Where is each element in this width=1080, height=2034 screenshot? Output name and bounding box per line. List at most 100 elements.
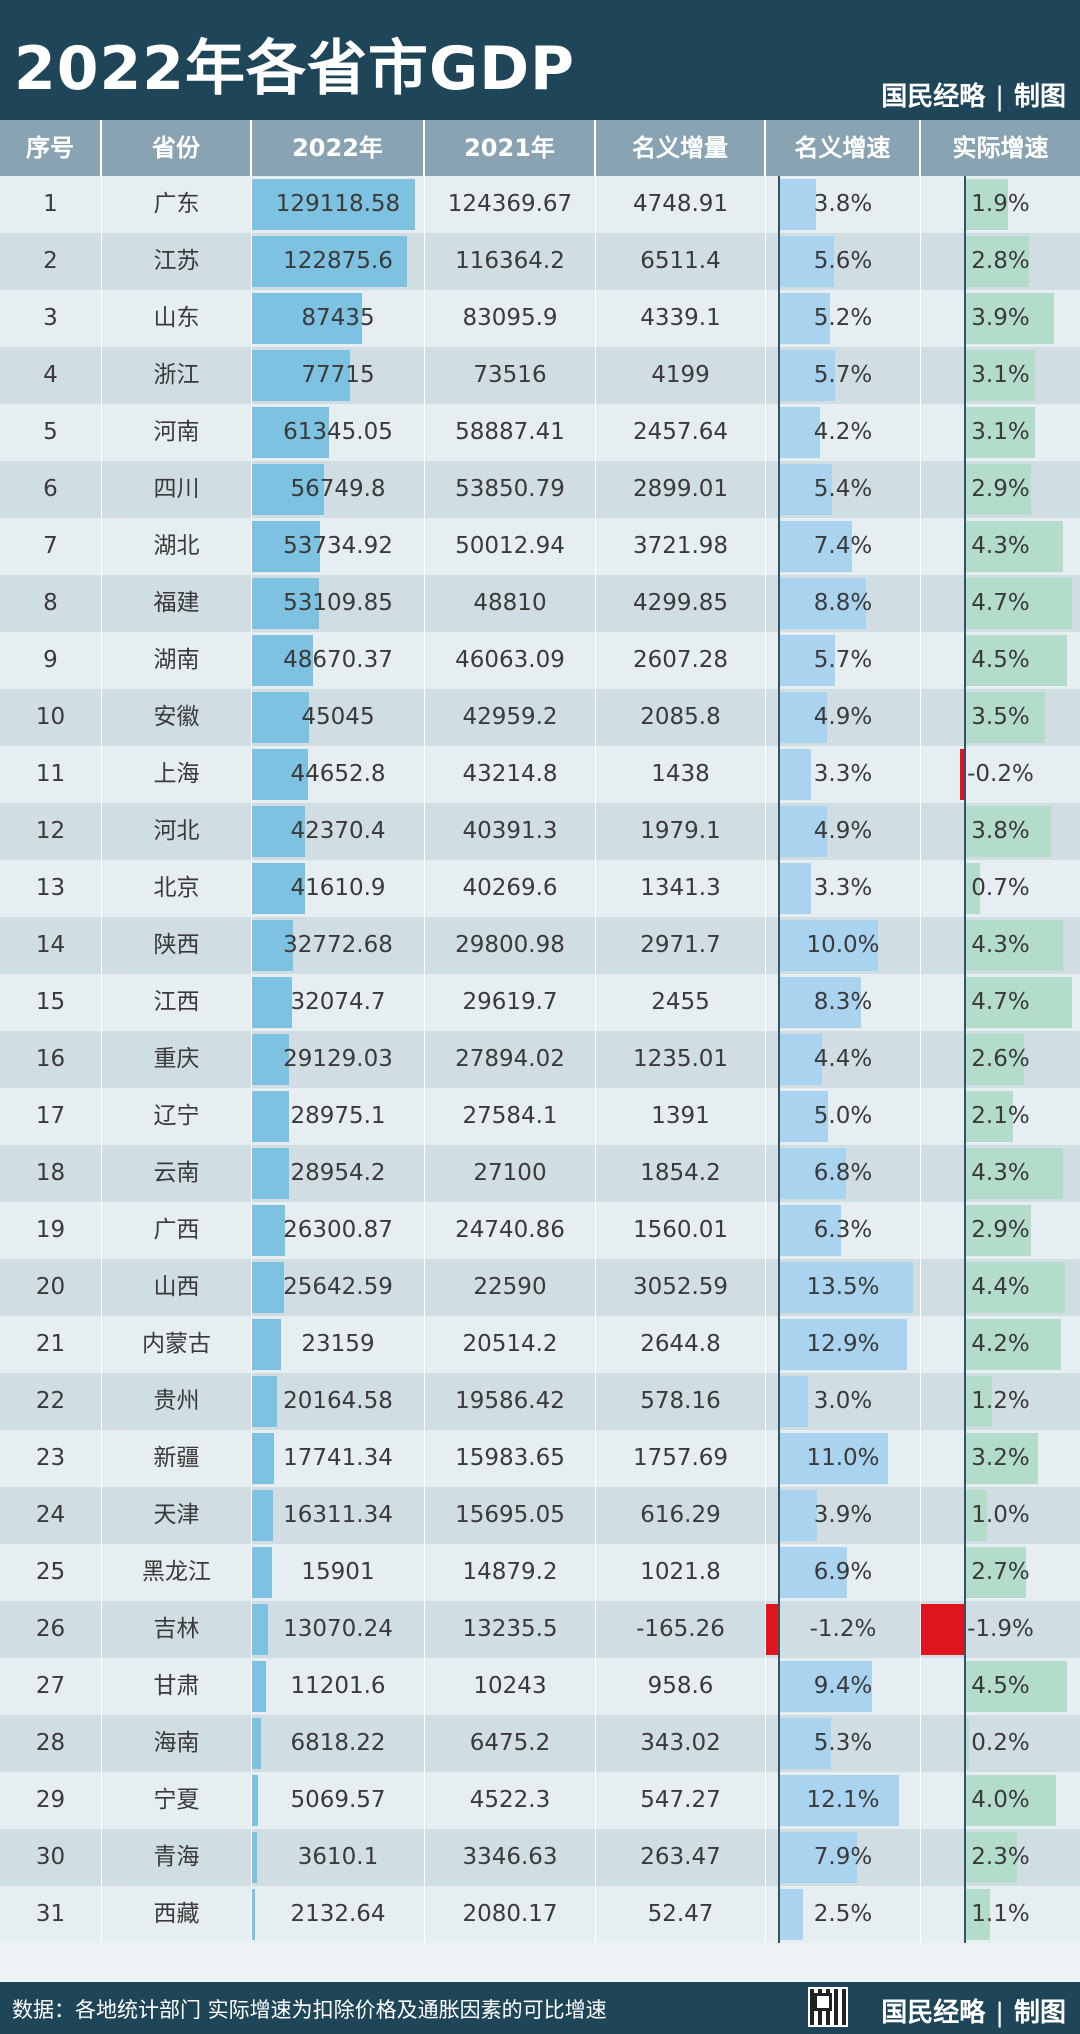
cell-gdp-2021: 58887.41 bbox=[425, 404, 596, 461]
cell-text: 29129.03 bbox=[283, 1046, 393, 1072]
nominal-growth-bar bbox=[778, 521, 852, 572]
zero-axis-line bbox=[778, 1316, 780, 1373]
cell-text: 贵州 bbox=[153, 1388, 200, 1414]
cell-text: 2.9% bbox=[971, 476, 1030, 502]
cell-nominal-growth: 8.3% bbox=[766, 974, 921, 1031]
cell-gdp-2022: 53109.85 bbox=[252, 575, 425, 632]
cell-text: -0.2% bbox=[967, 761, 1034, 787]
cell-text: 2.8% bbox=[971, 248, 1030, 274]
nominal-growth-bar bbox=[778, 1376, 808, 1427]
cell-text: 14879.2 bbox=[462, 1559, 558, 1585]
cell-text: 2455 bbox=[651, 989, 710, 1015]
cell-text: 19586.42 bbox=[455, 1388, 565, 1414]
cell-text: 3.2% bbox=[971, 1445, 1030, 1471]
cell-nominal-increase: 3721.98 bbox=[596, 518, 766, 575]
cell-gdp-2021: 4522.3 bbox=[425, 1772, 596, 1829]
cell-text: 29 bbox=[35, 1787, 66, 1813]
cell-text: 上海 bbox=[153, 761, 200, 787]
cell-nominal-growth: 5.4% bbox=[766, 461, 921, 518]
cell-gdp-2022: 61345.05 bbox=[252, 404, 425, 461]
cell-text: 3.8% bbox=[971, 818, 1030, 844]
zero-axis-line bbox=[778, 290, 780, 347]
cell-text: 77715 bbox=[301, 362, 375, 388]
cell-text: 42370.4 bbox=[290, 818, 386, 844]
cell-text: 2.9% bbox=[971, 1217, 1030, 1243]
zero-axis-line bbox=[964, 1202, 967, 1259]
cell-rank: 12 bbox=[0, 803, 102, 860]
nominal-growth-bar bbox=[778, 1433, 888, 1484]
nominal-growth-bar bbox=[778, 920, 878, 971]
cell-text: 46063.09 bbox=[455, 647, 565, 673]
table-row: 16 重庆 29129.03 27894.02 1235.01 4.4% 2.6% bbox=[0, 1031, 1080, 1088]
cell-rank: 31 bbox=[0, 1886, 102, 1943]
cell-text: 5.4% bbox=[813, 476, 873, 502]
table-row: 20 山西 25642.59 22590 3052.59 13.5% 4.4% bbox=[0, 1259, 1080, 1316]
cell-text: -1.9% bbox=[967, 1616, 1034, 1642]
cell-text: 1021.8 bbox=[640, 1559, 721, 1585]
cell-gdp-2021: 50012.94 bbox=[425, 518, 596, 575]
table-row: 29 宁夏 5069.57 4522.3 547.27 12.1% 4.0% bbox=[0, 1772, 1080, 1829]
zero-axis-line bbox=[964, 1544, 967, 1601]
real-growth-bar bbox=[964, 1547, 1027, 1598]
cell-nominal-increase: 2899.01 bbox=[596, 461, 766, 518]
gdp-bar bbox=[252, 635, 314, 686]
gdp-bar bbox=[252, 293, 363, 344]
cell-province: 福建 bbox=[102, 575, 252, 632]
cell-text: 6.9% bbox=[813, 1559, 873, 1585]
cell-province: 吉林 bbox=[102, 1601, 252, 1658]
cell-text: 4748.91 bbox=[632, 191, 729, 217]
zero-axis-line bbox=[778, 1202, 780, 1259]
zero-axis-line bbox=[778, 1886, 780, 1943]
cell-real-growth: 2.9% bbox=[921, 1202, 1080, 1259]
cell-text: 29619.7 bbox=[462, 989, 558, 1015]
cell-nominal-growth: 9.4% bbox=[766, 1658, 921, 1715]
cell-rank: 2 bbox=[0, 233, 102, 290]
cell-text: 13235.5 bbox=[462, 1616, 558, 1642]
cell-nominal-growth: 4.9% bbox=[766, 803, 921, 860]
cell-text: 青海 bbox=[153, 1844, 200, 1870]
cell-gdp-2022: 122875.6 bbox=[252, 233, 425, 290]
cell-text: 19 bbox=[35, 1217, 66, 1243]
cell-text: 15983.65 bbox=[455, 1445, 565, 1471]
gdp-bar bbox=[252, 863, 305, 914]
cell-rank: 10 bbox=[0, 689, 102, 746]
cell-text: 4.5% bbox=[971, 1673, 1030, 1699]
gdp-bar bbox=[252, 236, 408, 287]
cell-gdp-2021: 10243 bbox=[425, 1658, 596, 1715]
cell-text: 25 bbox=[35, 1559, 66, 1585]
cell-text: 53850.79 bbox=[455, 476, 565, 502]
cell-gdp-2021: 43214.8 bbox=[425, 746, 596, 803]
column-header-gdp-2022: 2022年 bbox=[252, 120, 425, 176]
cell-gdp-2021: 124369.67 bbox=[425, 176, 596, 233]
gdp-bar bbox=[252, 350, 351, 401]
cell-text: 6475.2 bbox=[469, 1730, 551, 1756]
table-row: 3 山东 87435 83095.9 4339.1 5.2% 3.9% bbox=[0, 290, 1080, 347]
footer-brand-separator: | bbox=[995, 1998, 1004, 2028]
cell-text: 6511.4 bbox=[640, 248, 721, 274]
cell-text: 13070.24 bbox=[283, 1616, 393, 1642]
cell-gdp-2022: 44652.8 bbox=[252, 746, 425, 803]
cell-rank: 8 bbox=[0, 575, 102, 632]
zero-axis-line bbox=[778, 1031, 780, 1088]
cell-text: 天津 bbox=[153, 1502, 200, 1528]
zero-axis-line bbox=[964, 1601, 967, 1658]
gdp-bar bbox=[252, 977, 293, 1028]
cell-text: 4.7% bbox=[971, 590, 1030, 616]
cell-province: 黑龙江 bbox=[102, 1544, 252, 1601]
table-row: 25 黑龙江 15901 14879.2 1021.8 6.9% 2.7% bbox=[0, 1544, 1080, 1601]
cell-rank: 18 bbox=[0, 1145, 102, 1202]
zero-axis-line bbox=[964, 1772, 967, 1829]
cell-real-growth: -1.9% bbox=[921, 1601, 1080, 1658]
cell-text: 江苏 bbox=[153, 248, 200, 274]
nominal-growth-bar bbox=[778, 806, 827, 857]
cell-nominal-increase: 2971.7 bbox=[596, 917, 766, 974]
cell-rank: 19 bbox=[0, 1202, 102, 1259]
cell-gdp-2021: 2080.17 bbox=[425, 1886, 596, 1943]
cell-nominal-growth: 3.8% bbox=[766, 176, 921, 233]
cell-text: 1854.2 bbox=[640, 1160, 721, 1186]
zero-axis-line bbox=[964, 974, 967, 1031]
cell-text: 新疆 bbox=[153, 1445, 200, 1471]
cell-nominal-increase: 2644.8 bbox=[596, 1316, 766, 1373]
brand-suffix: 制图 bbox=[1013, 82, 1066, 112]
cell-gdp-2022: 42370.4 bbox=[252, 803, 425, 860]
